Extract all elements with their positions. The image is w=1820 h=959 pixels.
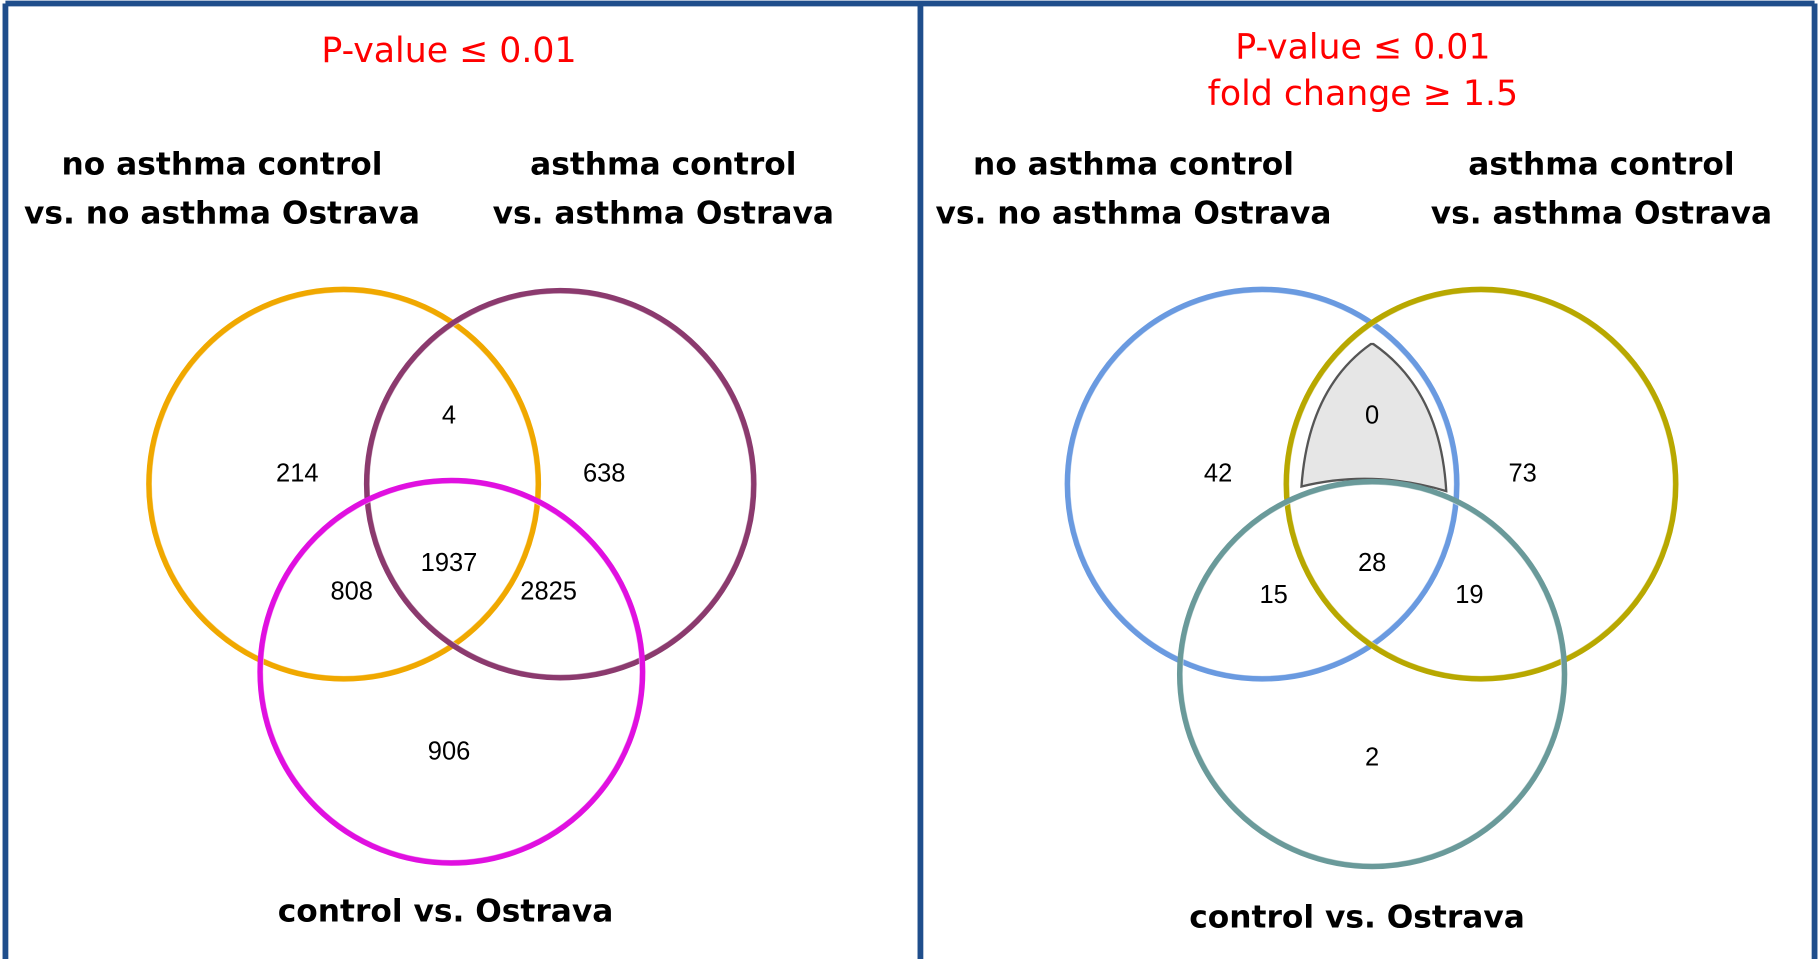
region-count: 2 — [1365, 743, 1379, 771]
region-count: 1937 — [421, 549, 478, 577]
region-count: 906 — [428, 738, 471, 766]
panel-title: fold change ≥ 1.5 — [1208, 74, 1518, 114]
region-count: 638 — [583, 460, 626, 488]
set-circle-inner — [262, 483, 641, 861]
set-label: vs. asthma Ostrava — [1431, 195, 1772, 231]
set-label: no asthma control — [973, 147, 1294, 183]
region-count: 15 — [1260, 581, 1288, 609]
set-label: vs. asthma Ostrava — [493, 195, 834, 231]
set-label: vs. no asthma Ostrava — [936, 195, 1332, 231]
region-count: 2825 — [520, 578, 577, 606]
set-label: asthma control — [530, 147, 796, 183]
set-circle — [146, 286, 542, 682]
region-count: 808 — [330, 578, 373, 606]
set-label: no asthma control — [62, 147, 383, 183]
region-count: 42 — [1204, 460, 1232, 488]
set-circle-inner — [1182, 484, 1562, 864]
set-label: asthma control — [1468, 147, 1734, 183]
panel-title: P-value ≤ 0.01 — [321, 31, 576, 71]
set-circle-inner — [1288, 291, 1674, 677]
set-circle-inner — [369, 293, 752, 676]
set-label: control vs. Ostrava — [278, 894, 614, 930]
region-count: 73 — [1509, 460, 1537, 488]
set-label: control vs. Ostrava — [1189, 899, 1525, 935]
set-label: vs. no asthma Ostrava — [24, 195, 420, 231]
set-circle-inner — [151, 291, 536, 677]
set-circle — [1064, 286, 1460, 682]
region-count: 214 — [276, 460, 318, 488]
panel-title: P-value ≤ 0.01 — [1235, 28, 1490, 68]
region-count: 19 — [1455, 581, 1483, 609]
region-count: 4 — [442, 402, 456, 430]
set-circle — [257, 477, 646, 866]
region-count: 28 — [1358, 549, 1386, 577]
set-circle — [363, 287, 757, 681]
region-count: 0 — [1365, 402, 1379, 430]
set-circle-inner — [1069, 291, 1455, 677]
set-circle — [1283, 286, 1679, 682]
set-circle — [1176, 478, 1568, 870]
